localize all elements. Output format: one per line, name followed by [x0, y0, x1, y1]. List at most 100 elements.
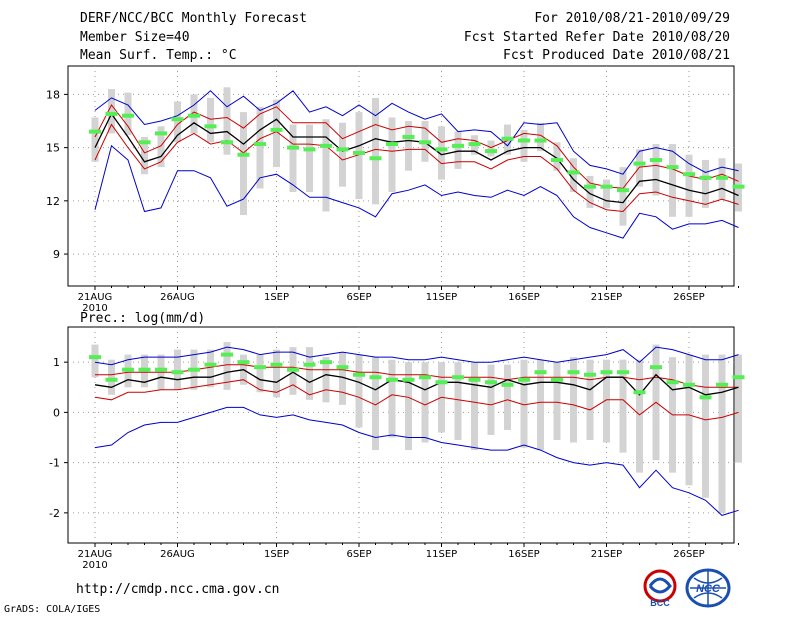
member-size-label: Member Size=40: [80, 30, 190, 45]
source-url[interactable]: http://cmdp.ncc.cma.gov.cn: [76, 582, 280, 597]
temp-median-marker: [386, 142, 398, 147]
precip-panel-title: Prec.: log(mm/d): [80, 311, 206, 326]
prec-median-marker: [468, 377, 481, 382]
temp-range-box: [652, 144, 660, 196]
forecast-period-label: For 2010/08/21-2010/09/29: [534, 11, 730, 26]
temp-median-marker: [419, 140, 431, 145]
temp-median-marker: [336, 147, 349, 152]
prec-range-box: [372, 357, 379, 451]
temp-range-box: [438, 126, 445, 180]
prec-range-box: [91, 344, 99, 378]
prec-range-box: [487, 364, 495, 435]
temp-range-box: [405, 121, 412, 171]
prec-range-box: [108, 359, 115, 395]
prec-median-marker: [666, 380, 679, 385]
temp-range-box: [619, 167, 627, 226]
temp-year-label: 2010: [82, 303, 107, 314]
temp-median-marker: [188, 113, 200, 118]
temp-range-box: [273, 99, 280, 168]
temp-median-marker: [534, 138, 547, 143]
prec-median-marker: [485, 380, 497, 385]
temp-median-marker: [353, 150, 365, 155]
temp-median-marker: [617, 188, 629, 193]
prec-xtick-label: 21AUG: [78, 549, 113, 560]
prec-median-marker: [353, 372, 365, 377]
temp-range-box: [141, 136, 148, 175]
temp-median-marker: [732, 184, 745, 189]
prec-range-box: [256, 354, 264, 393]
temp-range-box: [207, 97, 214, 143]
prec-range-box: [207, 349, 214, 388]
prec-median-marker: [155, 367, 167, 372]
prec-xtick-label: 16SEP: [508, 549, 539, 560]
temp-panel: 9 12 15 18 21AUG 26AUG 1SEP 6SEP 11SEP 16SEP 21SEP…: [46, 65, 745, 314]
temp-range-box: [289, 124, 297, 192]
temp-median-marker: [716, 175, 728, 180]
temp-ytick-label: 9: [53, 248, 60, 261]
prec-median-marker: [716, 382, 728, 387]
bcc-logo-text: BCC: [650, 598, 670, 608]
prec-series-max: [94, 346, 739, 366]
temp-range-box: [553, 142, 561, 171]
temp-range-box: [702, 160, 709, 208]
temp-range-box: [223, 87, 231, 155]
temp-median-marker: [402, 134, 415, 139]
prec-range-box: [223, 342, 231, 390]
prec-range-box: [454, 362, 462, 441]
temp-median-marker: [699, 175, 712, 180]
prec-range-box: [603, 359, 610, 443]
prec-median-marker: [188, 367, 200, 372]
prec-median-marker: [419, 375, 431, 380]
prec-median-marker: [567, 370, 580, 375]
prec-median-marker: [386, 377, 398, 382]
temp-median-marker: [435, 147, 448, 152]
temp-median-marker: [155, 131, 167, 136]
temp-ytick-label: 18: [46, 88, 60, 101]
temp-range-box: [108, 89, 115, 134]
temp-median-marker: [287, 145, 299, 150]
temp-xtick-label: 21SEP: [591, 292, 622, 303]
prec-xtick-label: 1SEP: [264, 549, 289, 560]
temp-median-marker: [122, 113, 134, 118]
temp-series-upper: [94, 104, 739, 189]
temp-range-box: [487, 140, 495, 157]
prec-range-box: [273, 349, 280, 398]
prec-panel: -2 -1 0 1 21AUG 26AUG 1SEP 6SEP 11SEP 16SEP 21SEP 2…: [49, 326, 745, 571]
temp-median-marker: [105, 111, 118, 116]
prec-range-box: [537, 359, 544, 451]
start-date-label: Fcst Started Refer Date 2010/08/20: [463, 30, 730, 45]
bcc-logo: BCC: [640, 568, 680, 612]
prec-median-marker: [122, 367, 134, 372]
temp-median-marker: [221, 140, 233, 145]
prec-range-box: [685, 354, 693, 486]
ncc-logo-text: NCC: [696, 583, 721, 595]
prec-median-marker: [320, 360, 332, 365]
temp-ytick-label: 12: [46, 195, 60, 208]
ncc-logo: NCC: [684, 568, 732, 612]
temp-xtick-label: 1SEP: [264, 292, 289, 303]
temp-median-marker: [171, 117, 184, 122]
prec-median-marker: [584, 372, 596, 377]
temp-median-marker: [551, 158, 563, 163]
prec-xtick-label: 26SEP: [673, 549, 704, 560]
prec-median-marker: [551, 377, 563, 382]
prec-range-box: [702, 354, 709, 498]
temp-median-marker: [485, 149, 497, 154]
prec-range-box: [504, 364, 511, 430]
temp-median-marker: [600, 184, 613, 189]
prec-range-box: [306, 347, 313, 400]
prec-range-box: [553, 362, 561, 441]
prec-range-box: [174, 349, 181, 390]
prec-median-marker: [221, 352, 233, 357]
temp-median-marker: [320, 143, 332, 148]
temp-xtick-label: 26SEP: [673, 292, 704, 303]
temp-median-marker: [518, 138, 530, 143]
temp-median-marker: [650, 158, 662, 163]
prec-median-marker: [633, 390, 646, 395]
prec-median-marker: [650, 365, 662, 370]
prec-range-box: [520, 359, 528, 448]
prec-series-mean: [94, 369, 739, 396]
temp-series-mean: [94, 112, 739, 204]
temp-median-marker: [270, 127, 283, 132]
